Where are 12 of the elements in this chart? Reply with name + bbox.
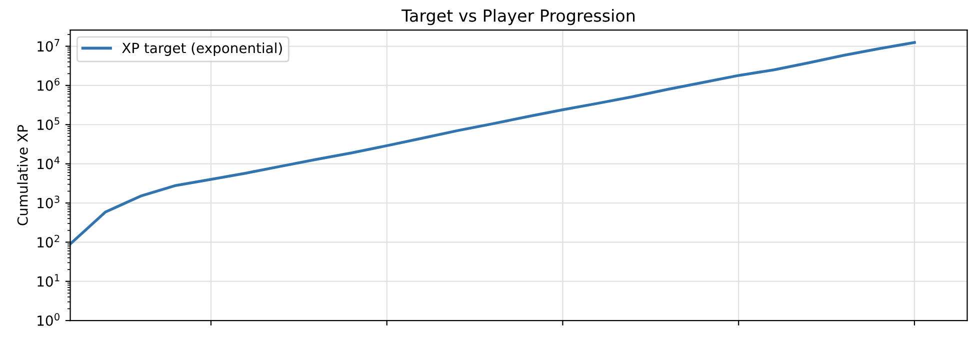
- y-tick-label: 10$^{0}$: [38, 313, 60, 326]
- y-tick-label: 10$^{6}$: [38, 78, 60, 91]
- y-axis-title: Cumulative XP: [17, 124, 28, 226]
- legend-label: XP target (exponential): [122, 42, 282, 56]
- line-series: [70, 41, 916, 246]
- chart-title: Target vs Player Progression: [402, 9, 635, 26]
- y-tick-label: 10$^{7}$: [38, 39, 60, 52]
- y-tick-label: 10$^{1}$: [38, 274, 60, 287]
- y-tick-label: 10$^{2}$: [38, 234, 60, 248]
- y-tick-label: 10$^{3}$: [38, 196, 60, 208]
- y-tick-label: 10$^{5}$: [38, 117, 60, 130]
- y-tick-label: 10$^{4}$: [38, 156, 60, 170]
